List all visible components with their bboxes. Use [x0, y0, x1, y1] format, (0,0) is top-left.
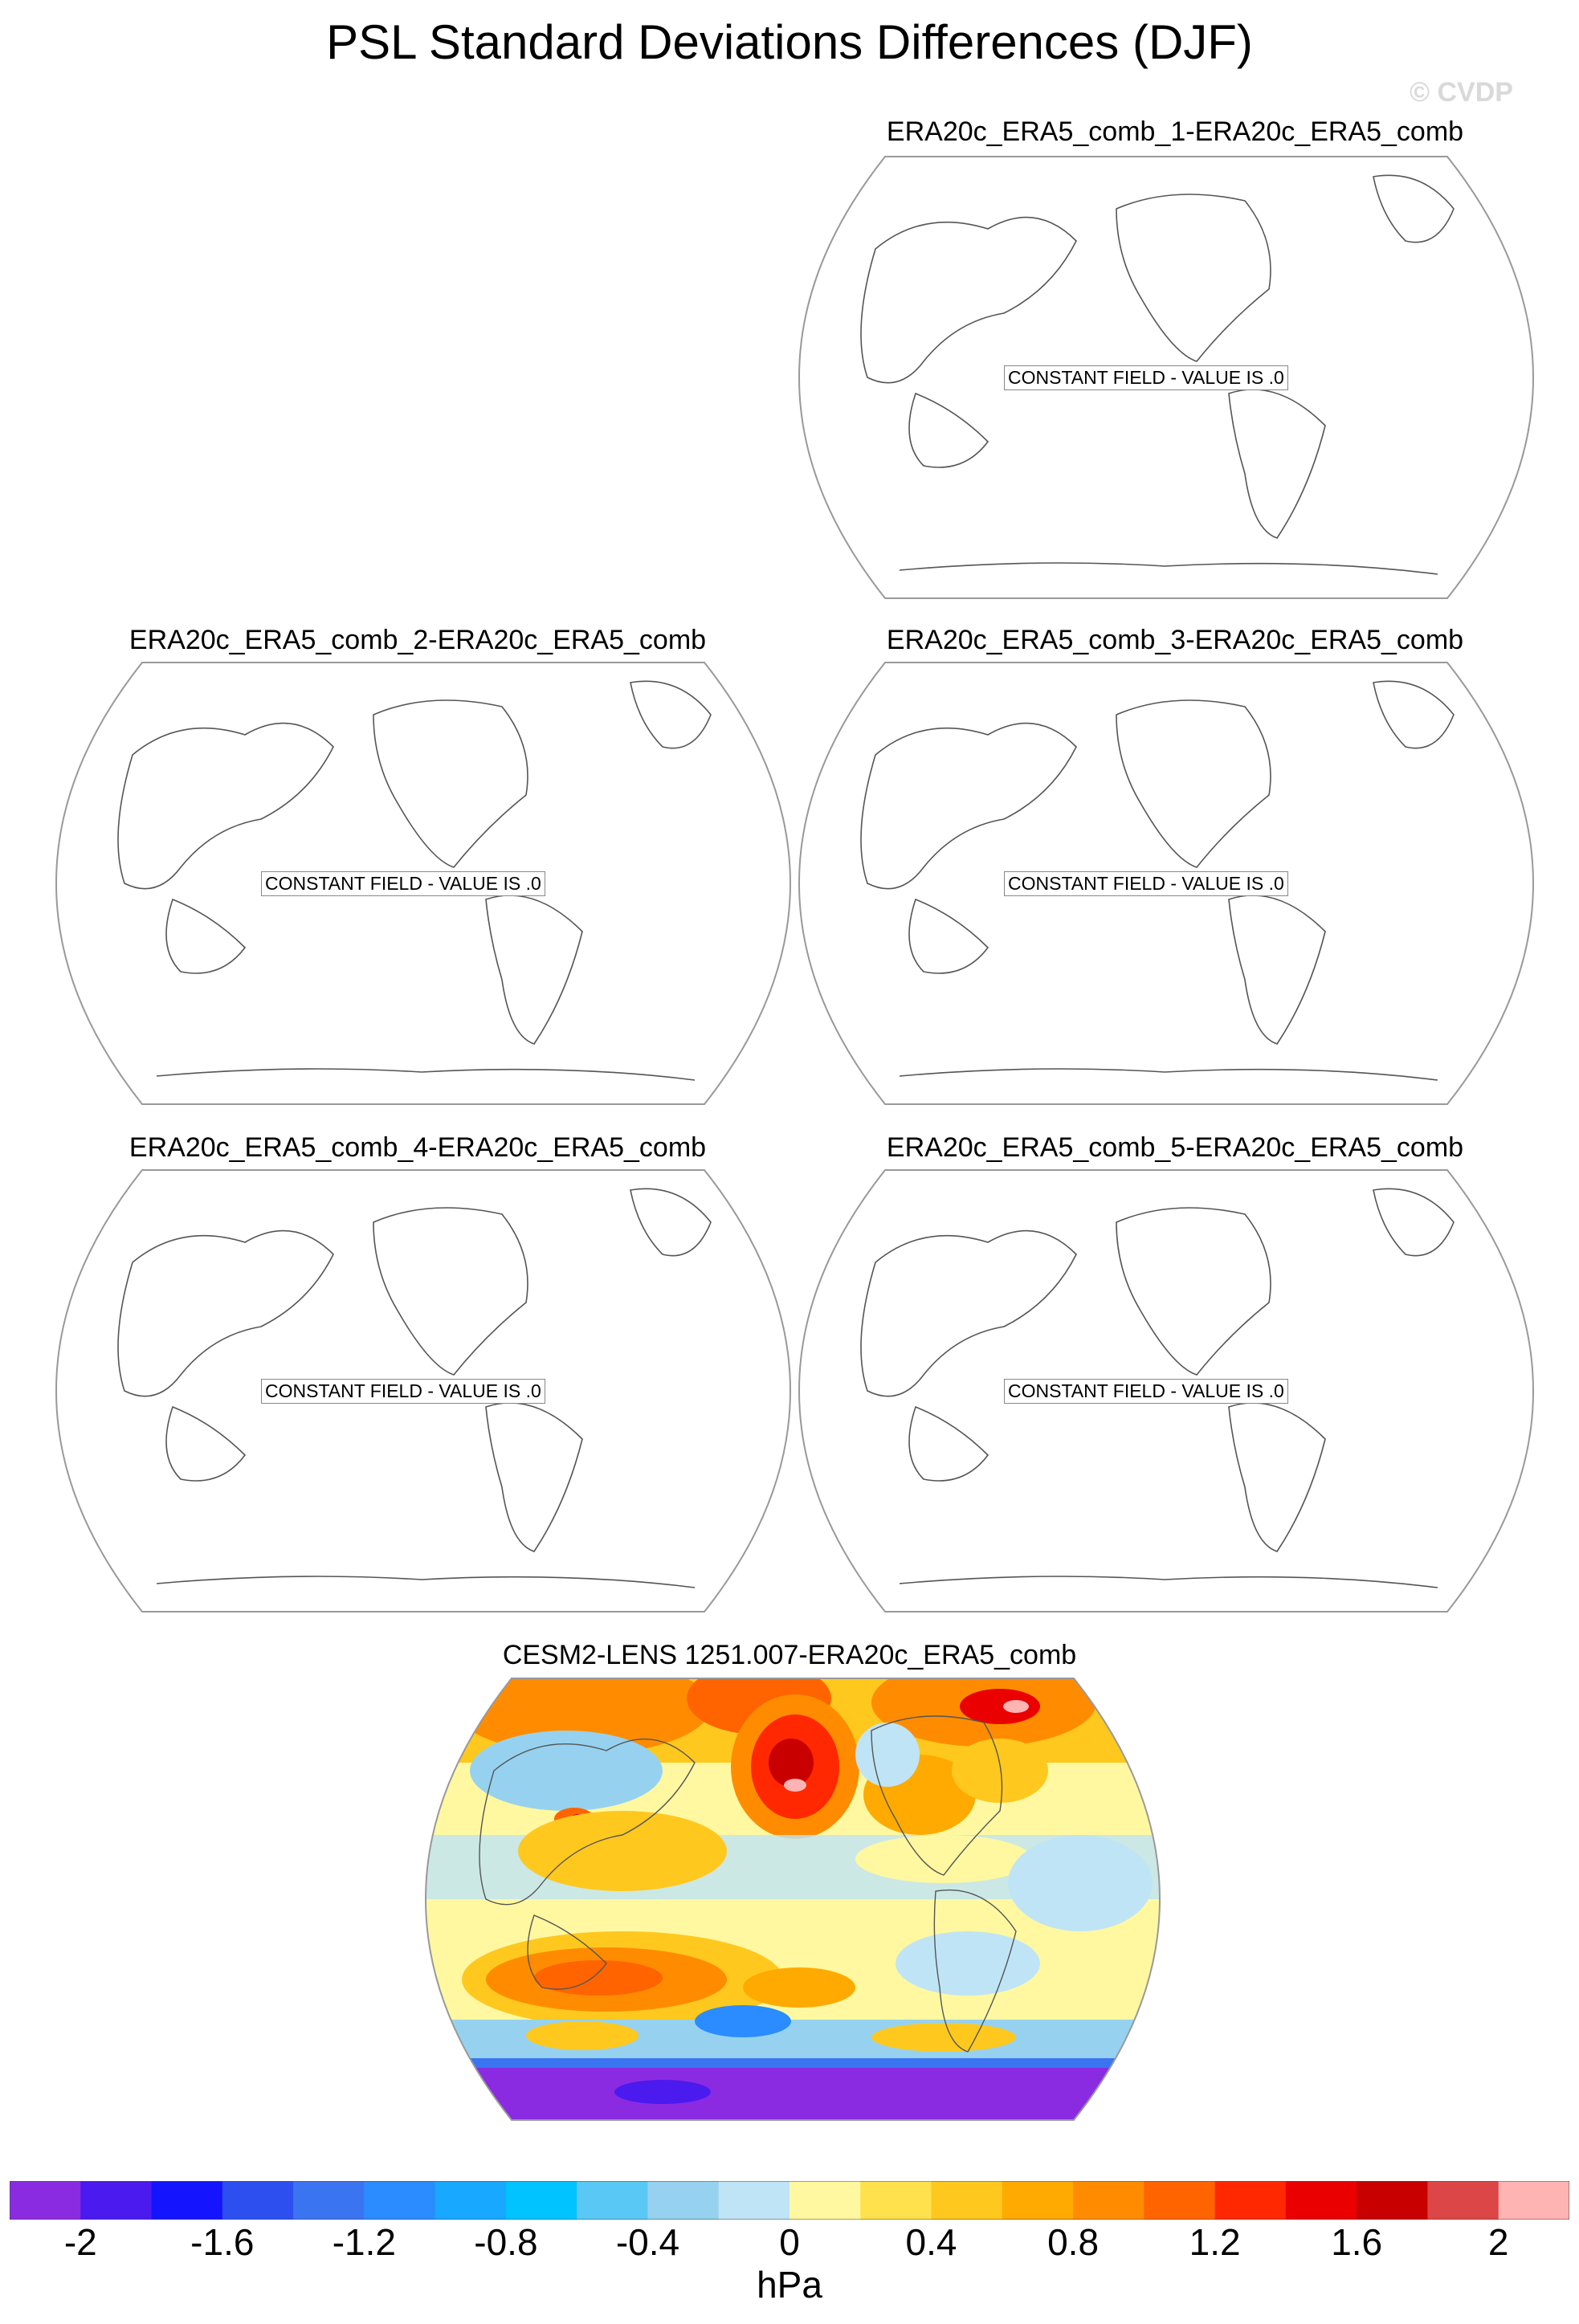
panel-title-6: CESM2-LENS 1251.007-ERA20c_ERA5_comb: [502, 1640, 1077, 1670]
constant-field-label-2: CONSTANT FIELD - VALUE IS .0: [261, 871, 545, 896]
colorbar-box: [293, 2181, 365, 2220]
colorbar-box: [577, 2181, 648, 2220]
panel-title-1: ERA20c_ERA5_comb_1-ERA20c_ERA5_comb: [886, 116, 1464, 147]
colorbar-box: [860, 2181, 932, 2220]
colorbar-tick-label: -0.8: [474, 2221, 538, 2263]
panel-title-4: ERA20c_ERA5_comb_4-ERA20c_ERA5_comb: [129, 1132, 707, 1163]
constant-field-label-4: CONSTANT FIELD - VALUE IS .0: [261, 1379, 545, 1404]
panel-title-3: ERA20c_ERA5_comb_3-ERA20c_ERA5_comb: [886, 625, 1464, 655]
colorbar-box: [790, 2181, 861, 2220]
colorbar-box: [435, 2181, 507, 2220]
colorbar-box: [1498, 2181, 1569, 2220]
colorbar-box: [505, 2181, 577, 2220]
constant-field-label-1: CONSTANT FIELD - VALUE IS .0: [1004, 365, 1288, 390]
map-panel-6: [424, 1678, 1161, 2121]
colorbar-box: [1214, 2181, 1287, 2220]
colorbar-tick-label: 0: [779, 2221, 800, 2263]
colorbar-tick-label: 2: [1487, 2221, 1509, 2263]
coastlines: [860, 1188, 1455, 1588]
colorbar-tick-label: 0.8: [1047, 2221, 1100, 2263]
colorbar-tick-label: 1.2: [1189, 2221, 1241, 2263]
colorbar-tick-label: 1.6: [1331, 2221, 1383, 2263]
colorbar-box: [1002, 2181, 1074, 2220]
coastlines: [117, 680, 712, 1081]
colorbar-box: [1073, 2181, 1144, 2220]
colorbar-box: [718, 2181, 790, 2220]
colorbar-box: [80, 2181, 153, 2220]
coastlines: [860, 680, 1455, 1081]
coastlines: [860, 174, 1455, 575]
psl-difference-field: [426, 1678, 1160, 2120]
colorbar-box: [931, 2181, 1003, 2220]
colorbar-tick-label: -1.2: [332, 2221, 396, 2263]
colorbar-tick-label: -0.4: [615, 2221, 680, 2263]
colorbar-box: [364, 2181, 436, 2220]
colorbar: [10, 2181, 1569, 2220]
panel-title-2: ERA20c_ERA5_comb_2-ERA20c_ERA5_comb: [129, 625, 707, 655]
colorbar-box: [10, 2181, 81, 2220]
colorbar-tick-label: -2: [63, 2221, 97, 2263]
coastlines: [479, 1715, 1017, 2053]
colorbar-units-label: hPa: [757, 2264, 822, 2306]
constant-field-label-5: CONSTANT FIELD - VALUE IS .0: [1004, 1379, 1288, 1404]
map-outline: [424, 1678, 1161, 2121]
colorbar-box: [1427, 2181, 1499, 2220]
colorbar-box: [151, 2181, 223, 2220]
panel-title-5: ERA20c_ERA5_comb_5-ERA20c_ERA5_comb: [886, 1132, 1464, 1163]
colorbar-box: [647, 2181, 720, 2220]
constant-field-label-3: CONSTANT FIELD - VALUE IS .0: [1004, 871, 1288, 896]
colorbar-box: [222, 2181, 294, 2220]
colorbar-tick-label: 0.4: [905, 2221, 957, 2263]
figure-title: PSL Standard Deviations Differences (DJF…: [326, 15, 1253, 69]
colorbar-tick-label: -1.6: [190, 2221, 255, 2263]
colorbar-box: [1144, 2181, 1216, 2220]
colorbar-box: [1285, 2181, 1357, 2220]
watermark-text: © CVDP: [1410, 77, 1513, 108]
colorbar-box: [1357, 2181, 1428, 2220]
coastlines: [117, 1188, 712, 1588]
